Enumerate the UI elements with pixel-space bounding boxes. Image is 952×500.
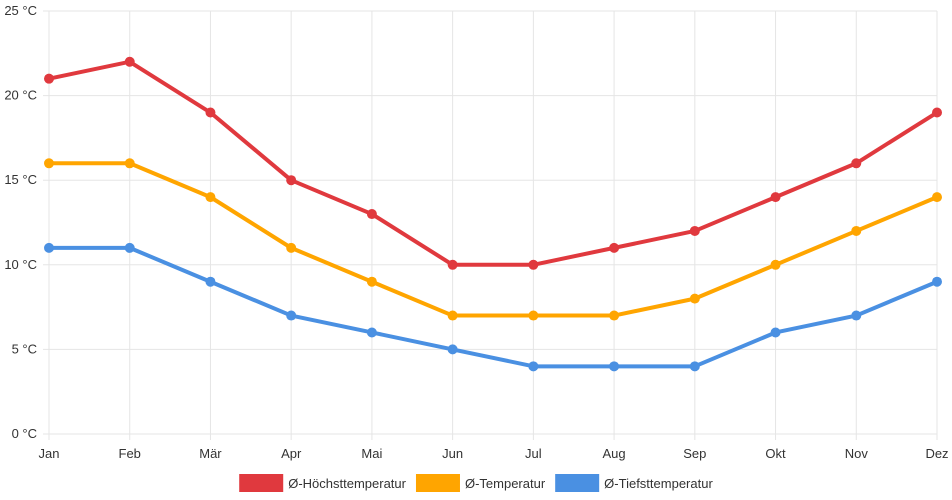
series-2 — [44, 158, 942, 321]
data-point[interactable] — [286, 310, 297, 321]
y-tick-label: 20 °C — [4, 88, 37, 103]
data-point[interactable] — [851, 158, 862, 169]
data-point[interactable] — [124, 242, 135, 253]
data-point[interactable] — [366, 209, 377, 220]
data-point[interactable] — [447, 344, 458, 355]
data-point[interactable] — [286, 242, 297, 253]
series-1 — [44, 56, 942, 270]
y-tick-label: 15 °C — [4, 172, 37, 187]
data-point[interactable] — [528, 310, 539, 321]
data-point[interactable] — [851, 310, 862, 321]
data-point[interactable] — [44, 242, 54, 253]
series-line — [47, 161, 939, 318]
data-point[interactable] — [286, 175, 297, 186]
data-point[interactable] — [528, 361, 539, 372]
y-tick-label: 25 °C — [4, 3, 37, 18]
legend-swatch — [239, 474, 284, 492]
x-tick-label: Jan — [39, 446, 60, 461]
data-point[interactable] — [932, 107, 942, 118]
series-3 — [44, 242, 942, 372]
data-point[interactable] — [609, 361, 620, 372]
data-point[interactable] — [770, 259, 781, 270]
x-tick-label: Okt — [765, 446, 786, 461]
horizontal-grid — [43, 10, 937, 435]
y-axis-tick-labels: 0 °C 5 °C 10 °C 15 °C 20 °C 25 °C — [4, 3, 37, 441]
data-point[interactable] — [44, 158, 54, 169]
legend-label: Ø-Temperatur — [465, 476, 546, 491]
data-point[interactable] — [689, 293, 700, 304]
x-axis-tick-labels: Jan Feb Mär Apr Mai Jun Jul Aug Sep Okt Nov Dez — [39, 446, 949, 461]
data-point[interactable] — [124, 158, 135, 169]
legend-label: Ø-Tiefsttemperatur — [604, 476, 713, 491]
legend-item[interactable]: Ø-Temperatur — [415, 474, 546, 492]
data-point[interactable] — [851, 225, 862, 236]
legend-swatch — [555, 474, 600, 492]
legend-swatch — [415, 474, 460, 492]
data-point[interactable] — [528, 259, 539, 270]
data-point[interactable] — [932, 192, 942, 203]
series-line — [47, 59, 939, 267]
x-tick-label: Nov — [845, 446, 869, 461]
data-point[interactable] — [205, 107, 216, 118]
x-tick-label: Jul — [525, 446, 542, 461]
x-tick-label: Feb — [119, 446, 141, 461]
vertical-grid — [48, 11, 938, 440]
data-point[interactable] — [770, 327, 781, 338]
data-point[interactable] — [447, 310, 458, 321]
data-point[interactable] — [609, 242, 620, 253]
data-point[interactable] — [366, 276, 377, 287]
data-point[interactable] — [932, 276, 942, 287]
x-tick-label: Mär — [199, 446, 222, 461]
y-tick-label: 0 °C — [12, 426, 37, 441]
x-tick-label: Sep — [683, 446, 706, 461]
x-tick-label: Dez — [925, 446, 948, 461]
x-tick-label: Apr — [281, 446, 302, 461]
data-point[interactable] — [124, 56, 135, 67]
legend-item[interactable]: Ø-Höchsttemperatur — [239, 474, 407, 492]
series-line — [47, 245, 939, 369]
data-point[interactable] — [609, 310, 620, 321]
legend-item[interactable]: Ø-Tiefsttemperatur — [555, 474, 713, 492]
data-point[interactable] — [689, 225, 700, 236]
data-point[interactable] — [205, 276, 216, 287]
data-point[interactable] — [44, 73, 54, 84]
y-tick-label: 5 °C — [12, 341, 37, 356]
y-tick-label: 10 °C — [4, 257, 37, 272]
x-tick-label: Jun — [442, 446, 463, 461]
x-tick-label: Aug — [603, 446, 626, 461]
legend-label: Ø-Höchsttemperatur — [288, 476, 406, 491]
data-point[interactable] — [689, 361, 700, 372]
x-tick-label: Mai — [361, 446, 382, 461]
data-point[interactable] — [447, 259, 458, 270]
legend[interactable]: Ø-Höchsttemperatur Ø-Temperatur Ø-Tiefstte… — [239, 474, 713, 492]
data-point[interactable] — [770, 192, 781, 203]
data-point[interactable] — [205, 192, 216, 203]
data-point[interactable] — [366, 327, 377, 338]
series-layer — [44, 56, 942, 372]
